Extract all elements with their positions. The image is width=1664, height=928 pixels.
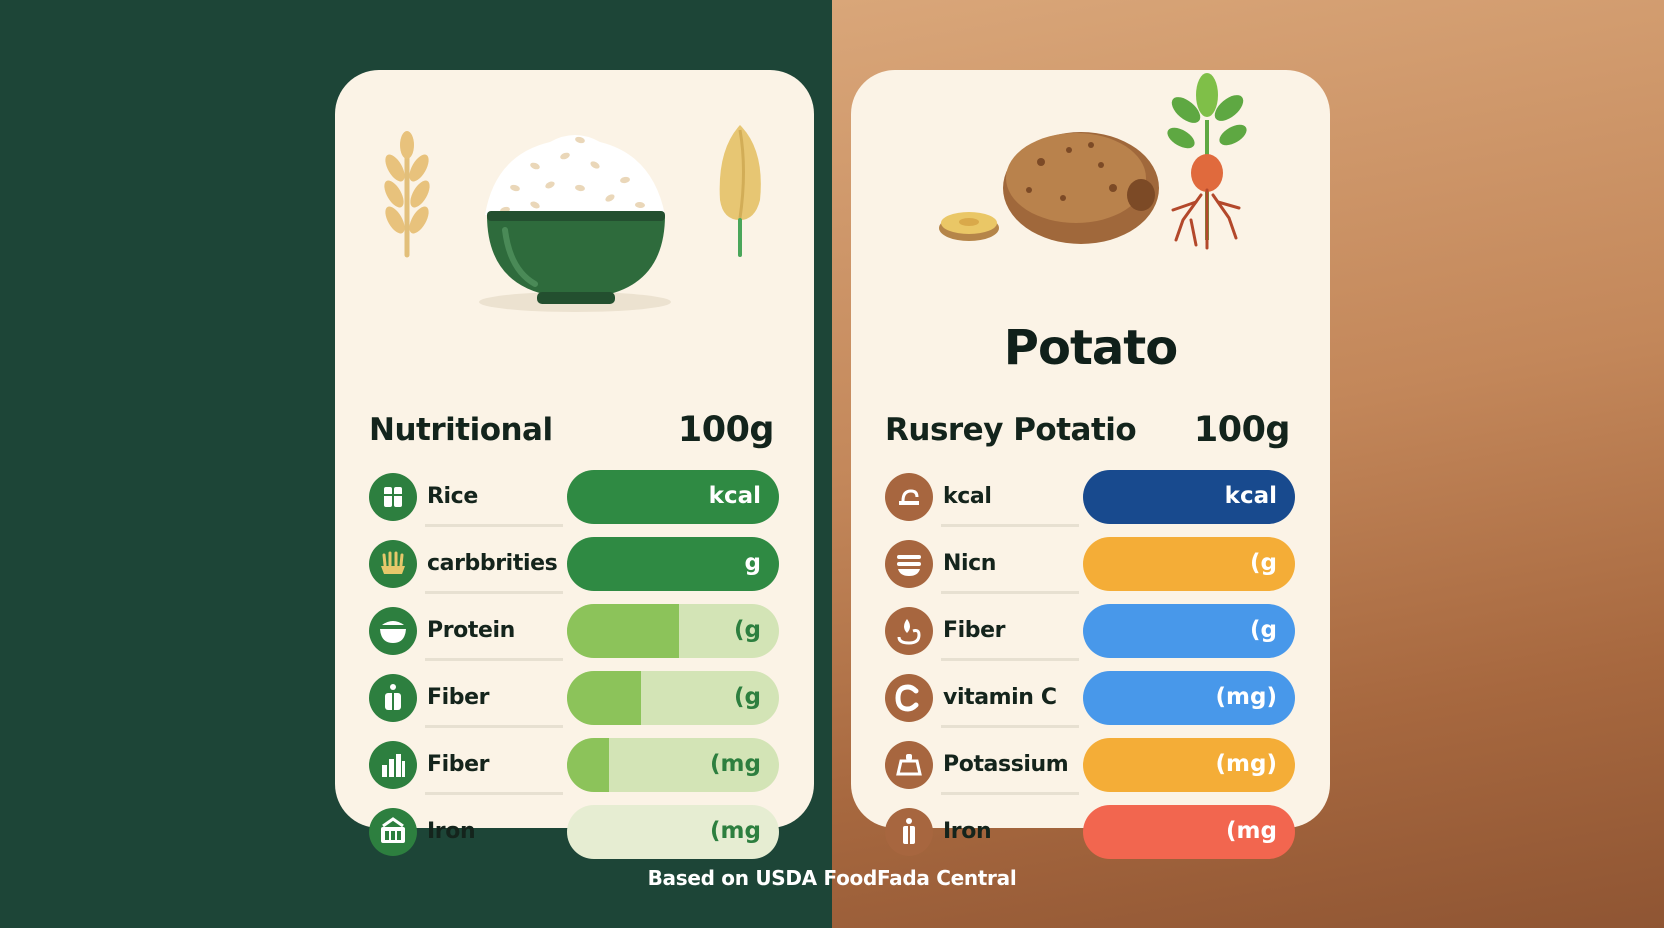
potato-nutrient-list: kcal kcal Nicn (g Fiber (g vitamin C [885,468,1297,870]
potato-row-3: Fiber (g [885,602,1297,669]
rice-row-6-label: Iron [427,819,476,844]
potato-row-3-bar: (g [1083,604,1295,658]
potato-illustration [939,73,1247,250]
potato-row-3-label: Fiber [943,618,1006,643]
potato-icon [1003,132,1159,244]
potato-row-4: vitamin C (mg) [885,669,1297,736]
row-divider [425,591,563,594]
potato-row-2: Nicn (g [885,535,1297,602]
person-icon [885,808,933,856]
potato-row-1-unit: kcal [1224,483,1277,509]
rice-row-1-bar: kcal [567,470,779,524]
rice-mound-icon [485,135,665,215]
bar-fill [567,671,642,725]
rice-row-1-label: Rice [427,484,478,509]
potato-row-1-bar: kcal [1083,470,1295,524]
potato-heading-title: Rusrey Potatio [885,412,1137,448]
rice-row-1: Rice kcal [369,468,781,535]
potato-row-6-unit: (mg [1226,818,1277,844]
grain-icon [719,125,761,257]
row-divider [425,658,563,661]
potato-row-6-label: Iron [943,819,992,844]
potato-slice-icon [939,212,999,241]
rice-row-4-label: Fiber [427,685,490,710]
potato-title: Potato [1003,320,1178,376]
rice-nutrient-list: Rice kcal carbbrities g Protein (g Fiber [369,468,781,870]
potato-row-6: Iron (mg [885,803,1297,870]
row-divider [425,792,563,795]
row-divider [941,725,1079,728]
rice-row-4: Fiber (g [369,669,781,736]
rice-row-3-label: Protein [427,618,515,643]
plant-sprout-icon [1167,73,1247,250]
potato-row-3-unit: (g [1250,617,1277,643]
potato-row-4-bar: (mg) [1083,671,1295,725]
rice-row-5-bar: (mg [567,738,779,792]
wheat-icon [384,131,430,258]
potato-row-1: kcal kcal [885,468,1297,535]
bottle-icon [369,674,417,722]
basket-icon [369,808,417,856]
rice-heading-amount: 100g [677,410,775,450]
potato-row-1-label: kcal [943,484,992,509]
row-divider [425,524,563,527]
grain-basket-icon [369,540,417,588]
pot-icon [885,741,933,789]
bar-fill [567,604,680,658]
row-divider [941,658,1079,661]
potato-row-2-unit: (g [1250,550,1277,576]
row-divider [941,792,1079,795]
rice-row-1-unit: kcal [708,483,761,509]
scoop-icon [885,473,933,521]
rice-row-6-bar: (mg [567,805,779,859]
potato-heading-amount: 100g [1193,410,1291,450]
rice-row-4-bar: (g [567,671,779,725]
potato-row-4-unit: (mg) [1215,684,1277,710]
rice-row-3-unit: (g [734,617,761,643]
rice-row-6-unit: (mg [710,818,761,844]
bowl-icon [369,607,417,655]
potato-row-2-bar: (g [1083,537,1295,591]
rice-heading-title: Nutritional [369,412,553,448]
potato-heading: Rusrey Potatio 100g [885,410,1291,450]
potato-row-2-label: Nicn [943,551,997,576]
potato-row-5: Potassium (mg) [885,736,1297,803]
rice-row-5-label: Fiber [427,752,490,777]
row-divider [941,591,1079,594]
source-footer: Based on USDA FoodFada Central [647,866,1017,890]
rice-row-3: Protein (g [369,602,781,669]
rice-row-6: Iron (mg [369,803,781,870]
rice-row-2-unit: g [744,550,761,576]
rice-illustration [384,125,761,312]
rice-row-2: carbbrities g [369,535,781,602]
bowl-icon [487,211,665,304]
rice-row-2-bar: g [567,537,779,591]
potato-row-5-unit: (mg) [1215,751,1277,777]
potato-nutrition-card: Potato Rusrey Potatio 100g kcal kcal Nic… [851,70,1330,859]
row-divider [425,725,563,728]
rice-row-3-bar: (g [567,604,779,658]
potato-row-5-bar: (mg) [1083,738,1295,792]
rice-nutrition-card: Nutritional 100g Rice kcal carbbrities g… [335,70,814,859]
potato-row-4-label: vitamin C [943,685,1057,710]
rice-row-4-unit: (g [734,684,761,710]
rice-row-5-unit: (mg [710,751,761,777]
rice-heading: Nutritional 100g [369,410,775,450]
letter-c-icon [885,674,933,722]
potato-row-5-label: Potassium [943,752,1069,777]
rice-row-2-label: carbbrities [427,551,558,576]
row-divider [941,524,1079,527]
bowl-lines-icon [885,540,933,588]
potato-row-6-bar: (mg [1083,805,1295,859]
bar-fill [567,738,610,792]
bar-chart-icon [369,741,417,789]
rice-row-5: Fiber (mg [369,736,781,803]
drop-hand-icon [885,607,933,655]
bowl-grain-icon [369,473,417,521]
